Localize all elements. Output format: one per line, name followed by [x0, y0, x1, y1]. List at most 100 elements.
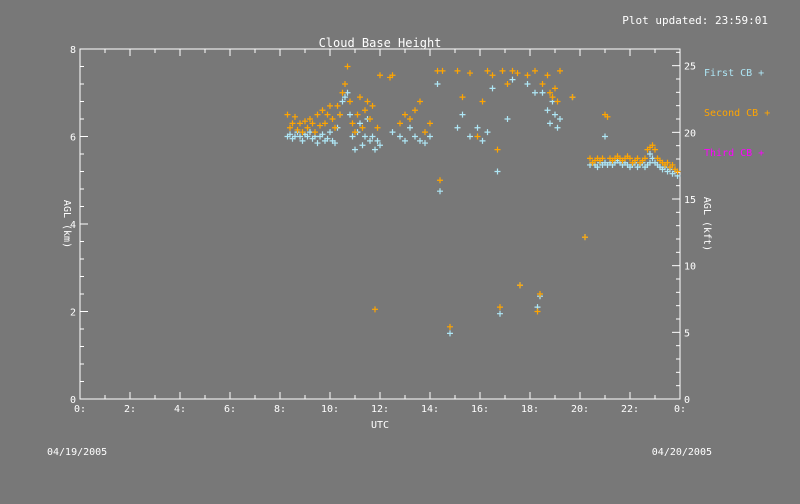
- data-point-series-2: [362, 107, 368, 114]
- data-point-series-2: [372, 306, 378, 313]
- data-point-series-1: [489, 85, 496, 92]
- data-point-series-2: [332, 124, 338, 131]
- y2-tick-label: 25: [684, 62, 696, 73]
- data-point-series-1: [524, 81, 531, 87]
- x-tick-label: 20:: [571, 404, 589, 415]
- data-point-series-2: [374, 124, 381, 131]
- data-point-series-2: [447, 323, 453, 330]
- data-point-series-1: [342, 94, 348, 101]
- data-point-series-2: [484, 67, 491, 74]
- data-point-series-2: [467, 70, 473, 77]
- data-point-series-1: [359, 142, 366, 149]
- data-point-series-2: [292, 113, 298, 120]
- data-point-series-2: [402, 111, 408, 118]
- data-point-series-2: [547, 89, 553, 96]
- data-point-series-2: [509, 67, 516, 74]
- data-point-series-1: [447, 330, 453, 337]
- data-point-series-2: [474, 133, 481, 140]
- data-point-series-1: [362, 133, 368, 140]
- data-point-series-2: [354, 111, 361, 118]
- plot-frame: [79, 48, 681, 400]
- data-point-series-2: [319, 107, 326, 114]
- data-point-series-1: [347, 111, 353, 118]
- data-point-series-2: [582, 234, 588, 241]
- data-point-series-1: [539, 89, 546, 96]
- x-tick-label: 16:: [471, 404, 489, 415]
- data-point-series-1: [557, 116, 563, 122]
- data-point-series-1: [412, 133, 418, 140]
- legend-entry: Second CB +: [704, 108, 770, 119]
- data-point-series-2: [499, 67, 506, 74]
- data-point-series-1: [297, 133, 303, 140]
- data-point-series-2: [439, 67, 446, 74]
- x-tick-label: 0:: [674, 404, 686, 415]
- data-point-series-2: [387, 74, 393, 81]
- data-point-series-2: [489, 72, 496, 79]
- x-tick-label: 12:: [371, 404, 389, 415]
- chart-title: Cloud Base Height: [319, 36, 442, 50]
- data-point-series-2: [302, 118, 308, 125]
- data-point-series-1: [479, 137, 486, 144]
- data-point-series-2: [554, 98, 561, 105]
- data-point-series-2: [437, 177, 443, 184]
- data-point-series-2: [334, 102, 341, 109]
- x-tick-label: 0:: [74, 404, 86, 415]
- data-point-series-1: [367, 137, 373, 144]
- data-point-series-2: [539, 81, 546, 87]
- data-point-series-1: [497, 310, 503, 317]
- data-point-series-2: [287, 124, 293, 131]
- data-point-series-1: [547, 120, 553, 127]
- data-point-series-1: [319, 131, 326, 138]
- x-tick-label: 4:: [174, 404, 186, 415]
- data-point-series-1: [327, 129, 333, 136]
- data-point-series-2: [322, 120, 328, 127]
- data-point-series-2: [557, 67, 563, 74]
- data-point-series-2: [369, 102, 376, 109]
- data-point-series-2: [514, 70, 521, 77]
- data-point-series-1: [427, 133, 433, 140]
- x-tick-label: 6:: [224, 404, 236, 415]
- y2-tick-label: 10: [684, 262, 696, 273]
- data-point-series-1: [554, 124, 561, 131]
- y2-tick-label: 0: [684, 395, 690, 406]
- data-point-series-2: [587, 155, 593, 162]
- data-point-series-2: [634, 155, 641, 162]
- data-point-series-2: [649, 142, 656, 149]
- data-point-series-2: [552, 85, 558, 92]
- y-tick-label: 2: [70, 308, 76, 319]
- x-tick-label: 14:: [421, 404, 439, 415]
- data-point-series-2: [534, 308, 541, 315]
- data-point-series-2: [357, 94, 363, 101]
- data-point-series-1: [434, 81, 441, 87]
- data-point-series-1: [602, 133, 608, 140]
- data-point-series-2: [307, 116, 313, 122]
- legend-entry: First CB +: [704, 68, 764, 79]
- data-point-series-1: [459, 111, 466, 118]
- data-point-series-2: [569, 94, 576, 101]
- data-point-series-2: [422, 129, 428, 136]
- data-point-series-2: [324, 111, 331, 118]
- data-point-series-2: [544, 72, 551, 79]
- data-point-series-2: [427, 120, 433, 127]
- data-point-series-1: [314, 140, 321, 147]
- data-point-series-2: [407, 116, 413, 122]
- data-point-series-1: [509, 76, 516, 83]
- data-point-series-2: [417, 98, 423, 105]
- data-point-series-1: [287, 131, 293, 138]
- data-point-series-2: [377, 72, 383, 79]
- x-tick-label: 8:: [274, 404, 286, 415]
- data-point-series-2: [479, 98, 486, 105]
- x-tick-label: 10:: [321, 404, 339, 415]
- start-date: 04/19/2005: [47, 447, 107, 458]
- data-point-series-1: [594, 164, 601, 171]
- x-axis-label: UTC: [371, 420, 389, 431]
- data-point-series-1: [494, 168, 501, 175]
- data-point-series-1: [349, 133, 356, 140]
- data-point-series-2: [359, 124, 366, 131]
- data-point-series-1: [304, 133, 311, 140]
- legend-entry: Third CB +: [704, 148, 764, 159]
- data-point-series-2: [297, 120, 303, 127]
- data-point-series-1: [544, 107, 551, 114]
- data-point-series-2: [669, 161, 676, 168]
